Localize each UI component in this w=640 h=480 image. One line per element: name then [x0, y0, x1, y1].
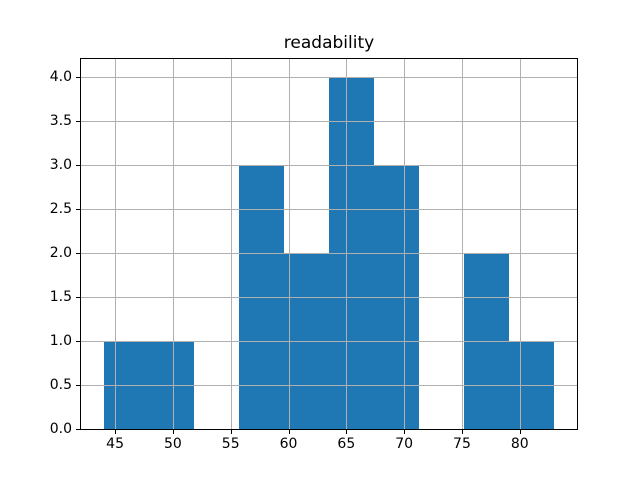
plot-area — [80, 58, 578, 430]
y-tick-mark — [76, 384, 80, 386]
y-tick-label: 2.5 — [49, 200, 72, 217]
y-gridline — [81, 296, 577, 298]
x-gridline — [404, 59, 406, 429]
x-tick-label: 55 — [221, 436, 240, 452]
x-gridline — [115, 59, 117, 429]
y-gridline — [81, 208, 577, 210]
x-tick-label: 60 — [279, 436, 298, 452]
y-tick-label: 0.0 — [49, 421, 72, 437]
y-gridline — [81, 384, 577, 386]
x-tick-mark — [115, 430, 117, 434]
chart-title: readability — [283, 33, 375, 53]
x-gridline — [230, 59, 232, 429]
y-tick-label: 0.5 — [49, 376, 72, 393]
x-tick-label: 45 — [106, 436, 124, 452]
x-tick-mark — [172, 430, 174, 434]
x-tick-label: 75 — [453, 436, 471, 452]
x-tick-mark — [230, 430, 232, 434]
x-tick-mark — [461, 430, 463, 434]
y-gridline — [81, 429, 577, 430]
y-tick-mark — [76, 208, 80, 210]
x-gridline — [519, 59, 521, 429]
x-tick-label: 50 — [163, 436, 182, 452]
y-gridline — [81, 76, 577, 78]
y-tick-mark — [76, 429, 80, 430]
x-gridline — [172, 59, 174, 429]
y-tick-label: 1.0 — [49, 332, 72, 349]
x-gridline — [461, 59, 463, 429]
x-gridline — [288, 59, 290, 429]
y-tick-mark — [76, 252, 80, 254]
y-tick-label: 4.0 — [49, 68, 72, 85]
y-gridline — [81, 164, 577, 166]
x-tick-mark — [519, 430, 521, 434]
x-gridline — [346, 59, 348, 429]
y-tick-mark — [76, 76, 80, 78]
y-tick-label: 3.5 — [49, 112, 72, 129]
x-tick-label: 70 — [395, 436, 414, 452]
y-tick-label: 1.5 — [49, 288, 72, 305]
x-tick-label: 65 — [337, 436, 356, 452]
y-tick-label: 2.0 — [49, 244, 72, 261]
y-tick-mark — [76, 120, 80, 122]
y-gridline — [81, 252, 577, 254]
y-tick-label: 3.0 — [49, 156, 72, 173]
x-tick-mark — [346, 430, 348, 434]
y-tick-mark — [76, 296, 80, 298]
y-tick-mark — [76, 164, 80, 166]
y-gridline — [81, 340, 577, 342]
y-tick-mark — [76, 340, 80, 342]
y-gridline — [81, 120, 577, 122]
x-tick-mark — [404, 430, 406, 434]
x-tick-label: 80 — [510, 436, 529, 452]
x-tick-mark — [288, 430, 290, 434]
